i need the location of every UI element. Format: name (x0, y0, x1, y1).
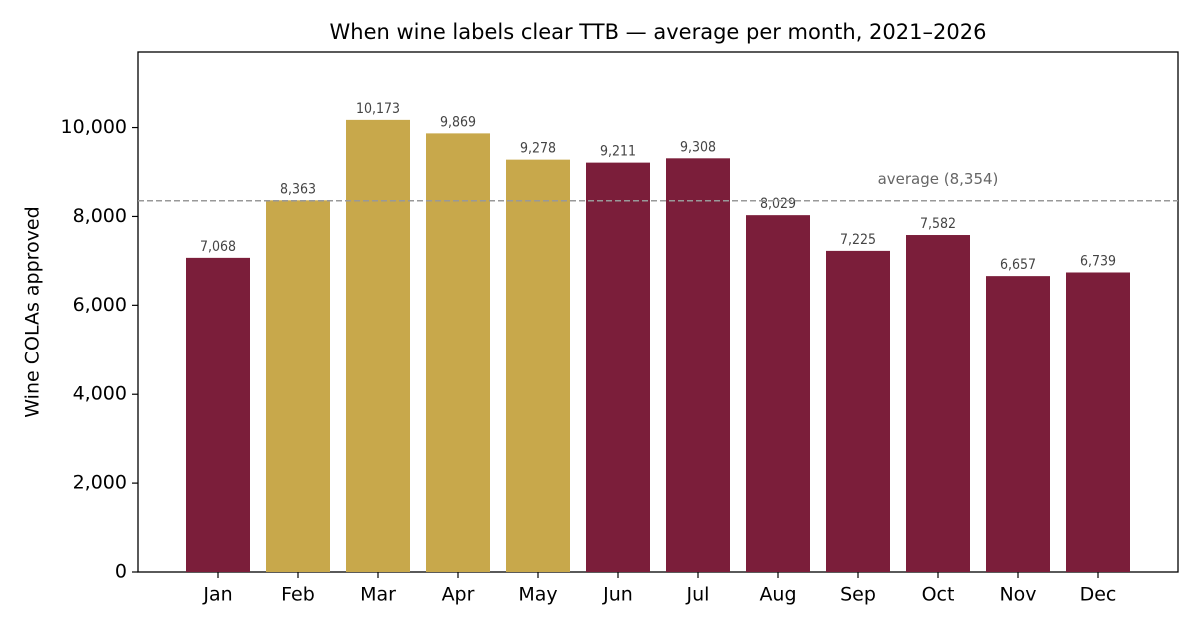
value-label: 7,582 (920, 216, 956, 232)
y-tick-label: 8,000 (73, 205, 127, 227)
chart-title: When wine labels clear TTB — average per… (330, 20, 987, 44)
value-label: 6,657 (1000, 257, 1036, 273)
bar (346, 119, 410, 572)
x-tick-label: Nov (999, 584, 1036, 606)
value-label: 9,308 (680, 139, 716, 155)
value-label: 7,068 (200, 239, 236, 255)
bar (906, 235, 970, 572)
value-label: 9,869 (440, 114, 476, 130)
x-tick-label: Feb (281, 584, 315, 606)
value-label: 10,173 (356, 101, 400, 117)
x-tick-label: Jun (602, 584, 633, 606)
x-tick-label: Jul (686, 584, 710, 606)
x-tick-label: Aug (759, 584, 796, 606)
x-tick-label: Oct (922, 584, 955, 606)
bar (986, 276, 1050, 572)
x-tick-label: Dec (1080, 584, 1117, 606)
value-label: 8,363 (280, 181, 316, 197)
bar (826, 250, 890, 572)
bar (266, 200, 330, 573)
y-axis-label: Wine COLAs approved (22, 206, 44, 417)
value-label: 9,278 (520, 141, 556, 157)
bar (746, 215, 810, 572)
average-label: average (8,354) (878, 170, 999, 188)
bar (666, 158, 730, 573)
y-tick-label: 0 (115, 561, 127, 583)
x-tick-label: Mar (360, 584, 396, 606)
y-tick-label: 10,000 (61, 116, 127, 138)
x-tick-label: May (518, 584, 557, 606)
y-tick-label: 6,000 (73, 294, 127, 316)
bar (1066, 272, 1130, 572)
value-label: 9,211 (600, 144, 636, 160)
value-label: 8,029 (760, 196, 796, 212)
bar (586, 162, 650, 572)
value-label: 7,225 (840, 232, 876, 248)
x-tick-label: Apr (442, 584, 475, 606)
plot-frame (137, 51, 1179, 573)
bar (186, 257, 250, 572)
value-label: 6,739 (1080, 253, 1116, 269)
bar (506, 159, 570, 572)
y-tick-label: 4,000 (73, 383, 127, 405)
x-tick-label: Jan (202, 584, 232, 606)
x-tick-label: Sep (840, 584, 876, 606)
y-tick-label: 2,000 (73, 472, 127, 494)
bar (426, 133, 490, 572)
